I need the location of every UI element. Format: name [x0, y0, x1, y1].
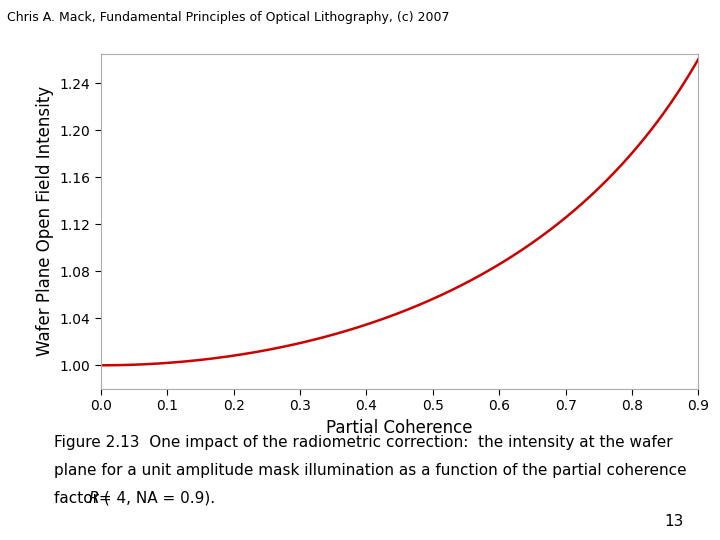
Text: factor (: factor ( — [54, 491, 109, 506]
Text: = 4, NA = 0.9).: = 4, NA = 0.9). — [94, 491, 215, 506]
Text: 13: 13 — [665, 514, 684, 529]
Text: Chris A. Mack, Fundamental Principles of Optical Lithography, (c) 2007: Chris A. Mack, Fundamental Principles of… — [7, 11, 450, 24]
Y-axis label: Wafer Plane Open Field Intensity: Wafer Plane Open Field Intensity — [36, 86, 54, 356]
Text: Figure 2.13  One impact of the radiometric correction:  the intensity at the waf: Figure 2.13 One impact of the radiometri… — [54, 435, 672, 450]
Text: R: R — [89, 491, 99, 506]
X-axis label: Partial Coherence: Partial Coherence — [326, 419, 473, 437]
Text: plane for a unit amplitude mask illumination as a function of the partial cohere: plane for a unit amplitude mask illumina… — [54, 463, 687, 478]
